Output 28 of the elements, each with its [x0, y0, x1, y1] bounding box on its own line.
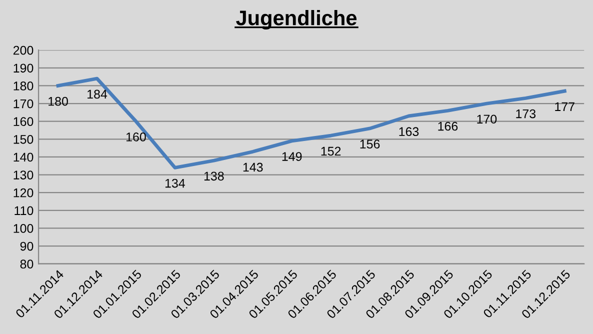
- y-tick-label: 90: [20, 242, 34, 251]
- data-label: 138: [204, 172, 224, 181]
- y-tick-label: 180: [14, 82, 34, 90]
- y-tick-label: 110: [14, 206, 34, 216]
- y-tick-label: 160: [14, 117, 34, 126]
- y-tick-label: 170: [14, 99, 34, 108]
- y-tick-label: 200: [13, 46, 34, 55]
- y-tick-label: 190: [14, 64, 34, 73]
- data-label: 163: [399, 127, 419, 136]
- data-label: 134: [165, 178, 185, 188]
- chart-title: Jugendliche: [236, 10, 357, 30]
- data-label: 184: [88, 90, 108, 99]
- y-tick-label: 80: [20, 260, 34, 269]
- y-tick-label: 120: [14, 188, 34, 198]
- data-label: 170: [477, 114, 497, 124]
- data-label: 143: [243, 162, 263, 172]
- data-label: 173: [516, 109, 536, 118]
- data-label: 180: [48, 96, 68, 106]
- y-tick-label: 140: [14, 152, 34, 162]
- y-tick-label: 150: [14, 134, 34, 144]
- data-label: 177: [555, 102, 574, 111]
- y-tick-label: 130: [14, 170, 34, 180]
- y-tick-label: 100: [14, 224, 34, 233]
- data-label: 166: [438, 122, 458, 131]
- data-label: 156: [360, 140, 380, 148]
- data-label: 149: [282, 152, 302, 161]
- data-label: 152: [321, 146, 341, 156]
- data-label: 160: [126, 132, 146, 142]
